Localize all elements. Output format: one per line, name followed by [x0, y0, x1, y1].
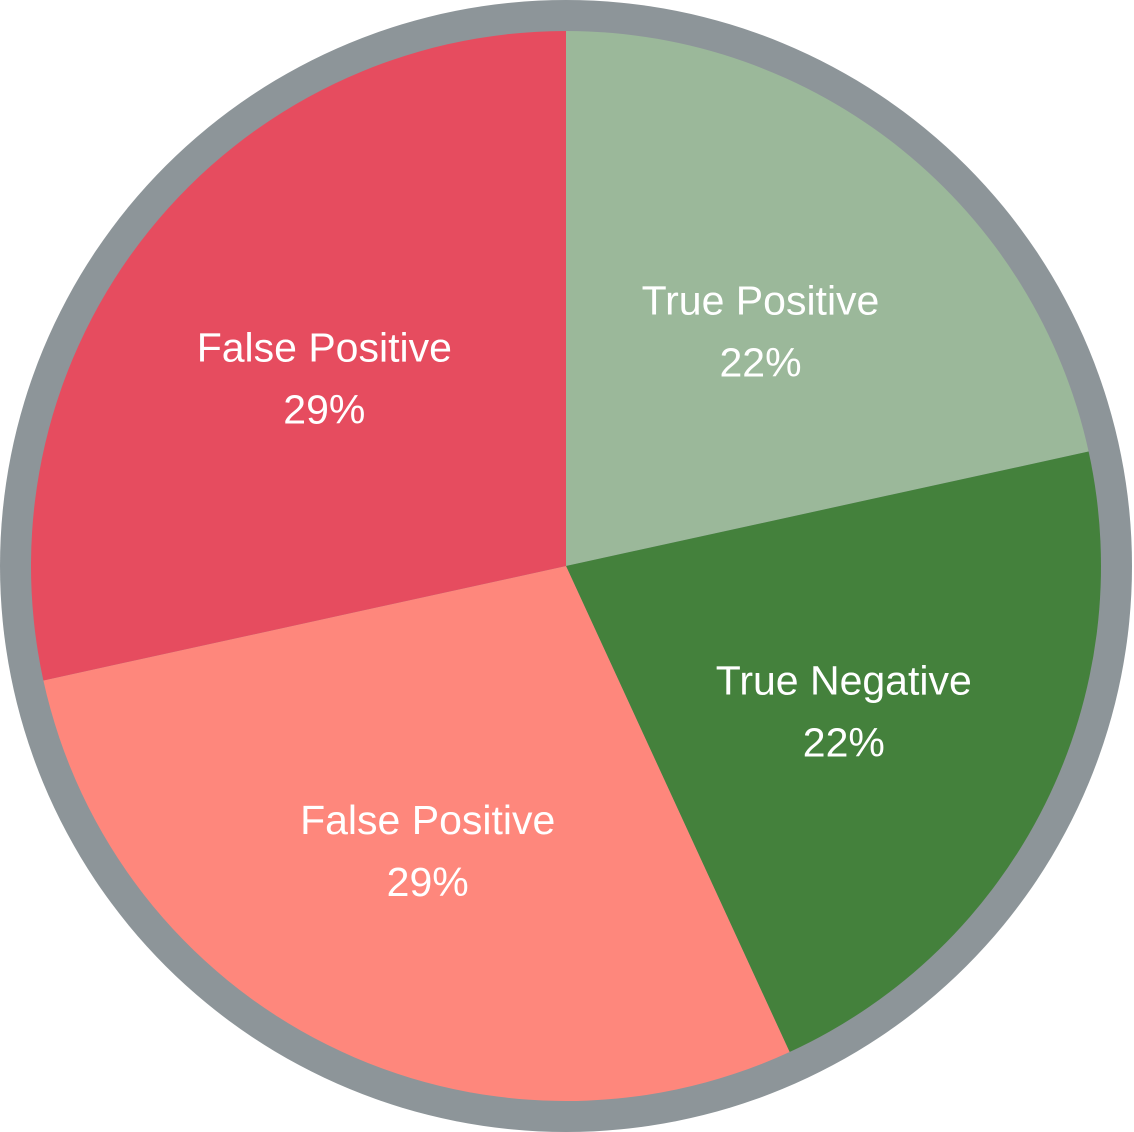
pie-labels: True Positive 22% True Negative 22% False Po… — [197, 277, 972, 905]
slice-value-label: 29% — [387, 859, 469, 905]
slice-value-label: 22% — [719, 339, 801, 385]
pie-slice — [31, 31, 566, 681]
pie-slice — [566, 451, 1101, 1053]
slice-label: True Negative — [716, 657, 972, 703]
slice-value-label: 22% — [803, 719, 885, 765]
pie-slice — [566, 31, 1089, 566]
pie-slice — [43, 566, 790, 1101]
pie-slices — [31, 31, 1101, 1101]
slice-label: True Positive — [642, 277, 880, 323]
slice-label: False Positive — [300, 797, 555, 843]
slice-label: False Positive — [197, 325, 452, 371]
slice-value-label: 29% — [283, 387, 365, 433]
